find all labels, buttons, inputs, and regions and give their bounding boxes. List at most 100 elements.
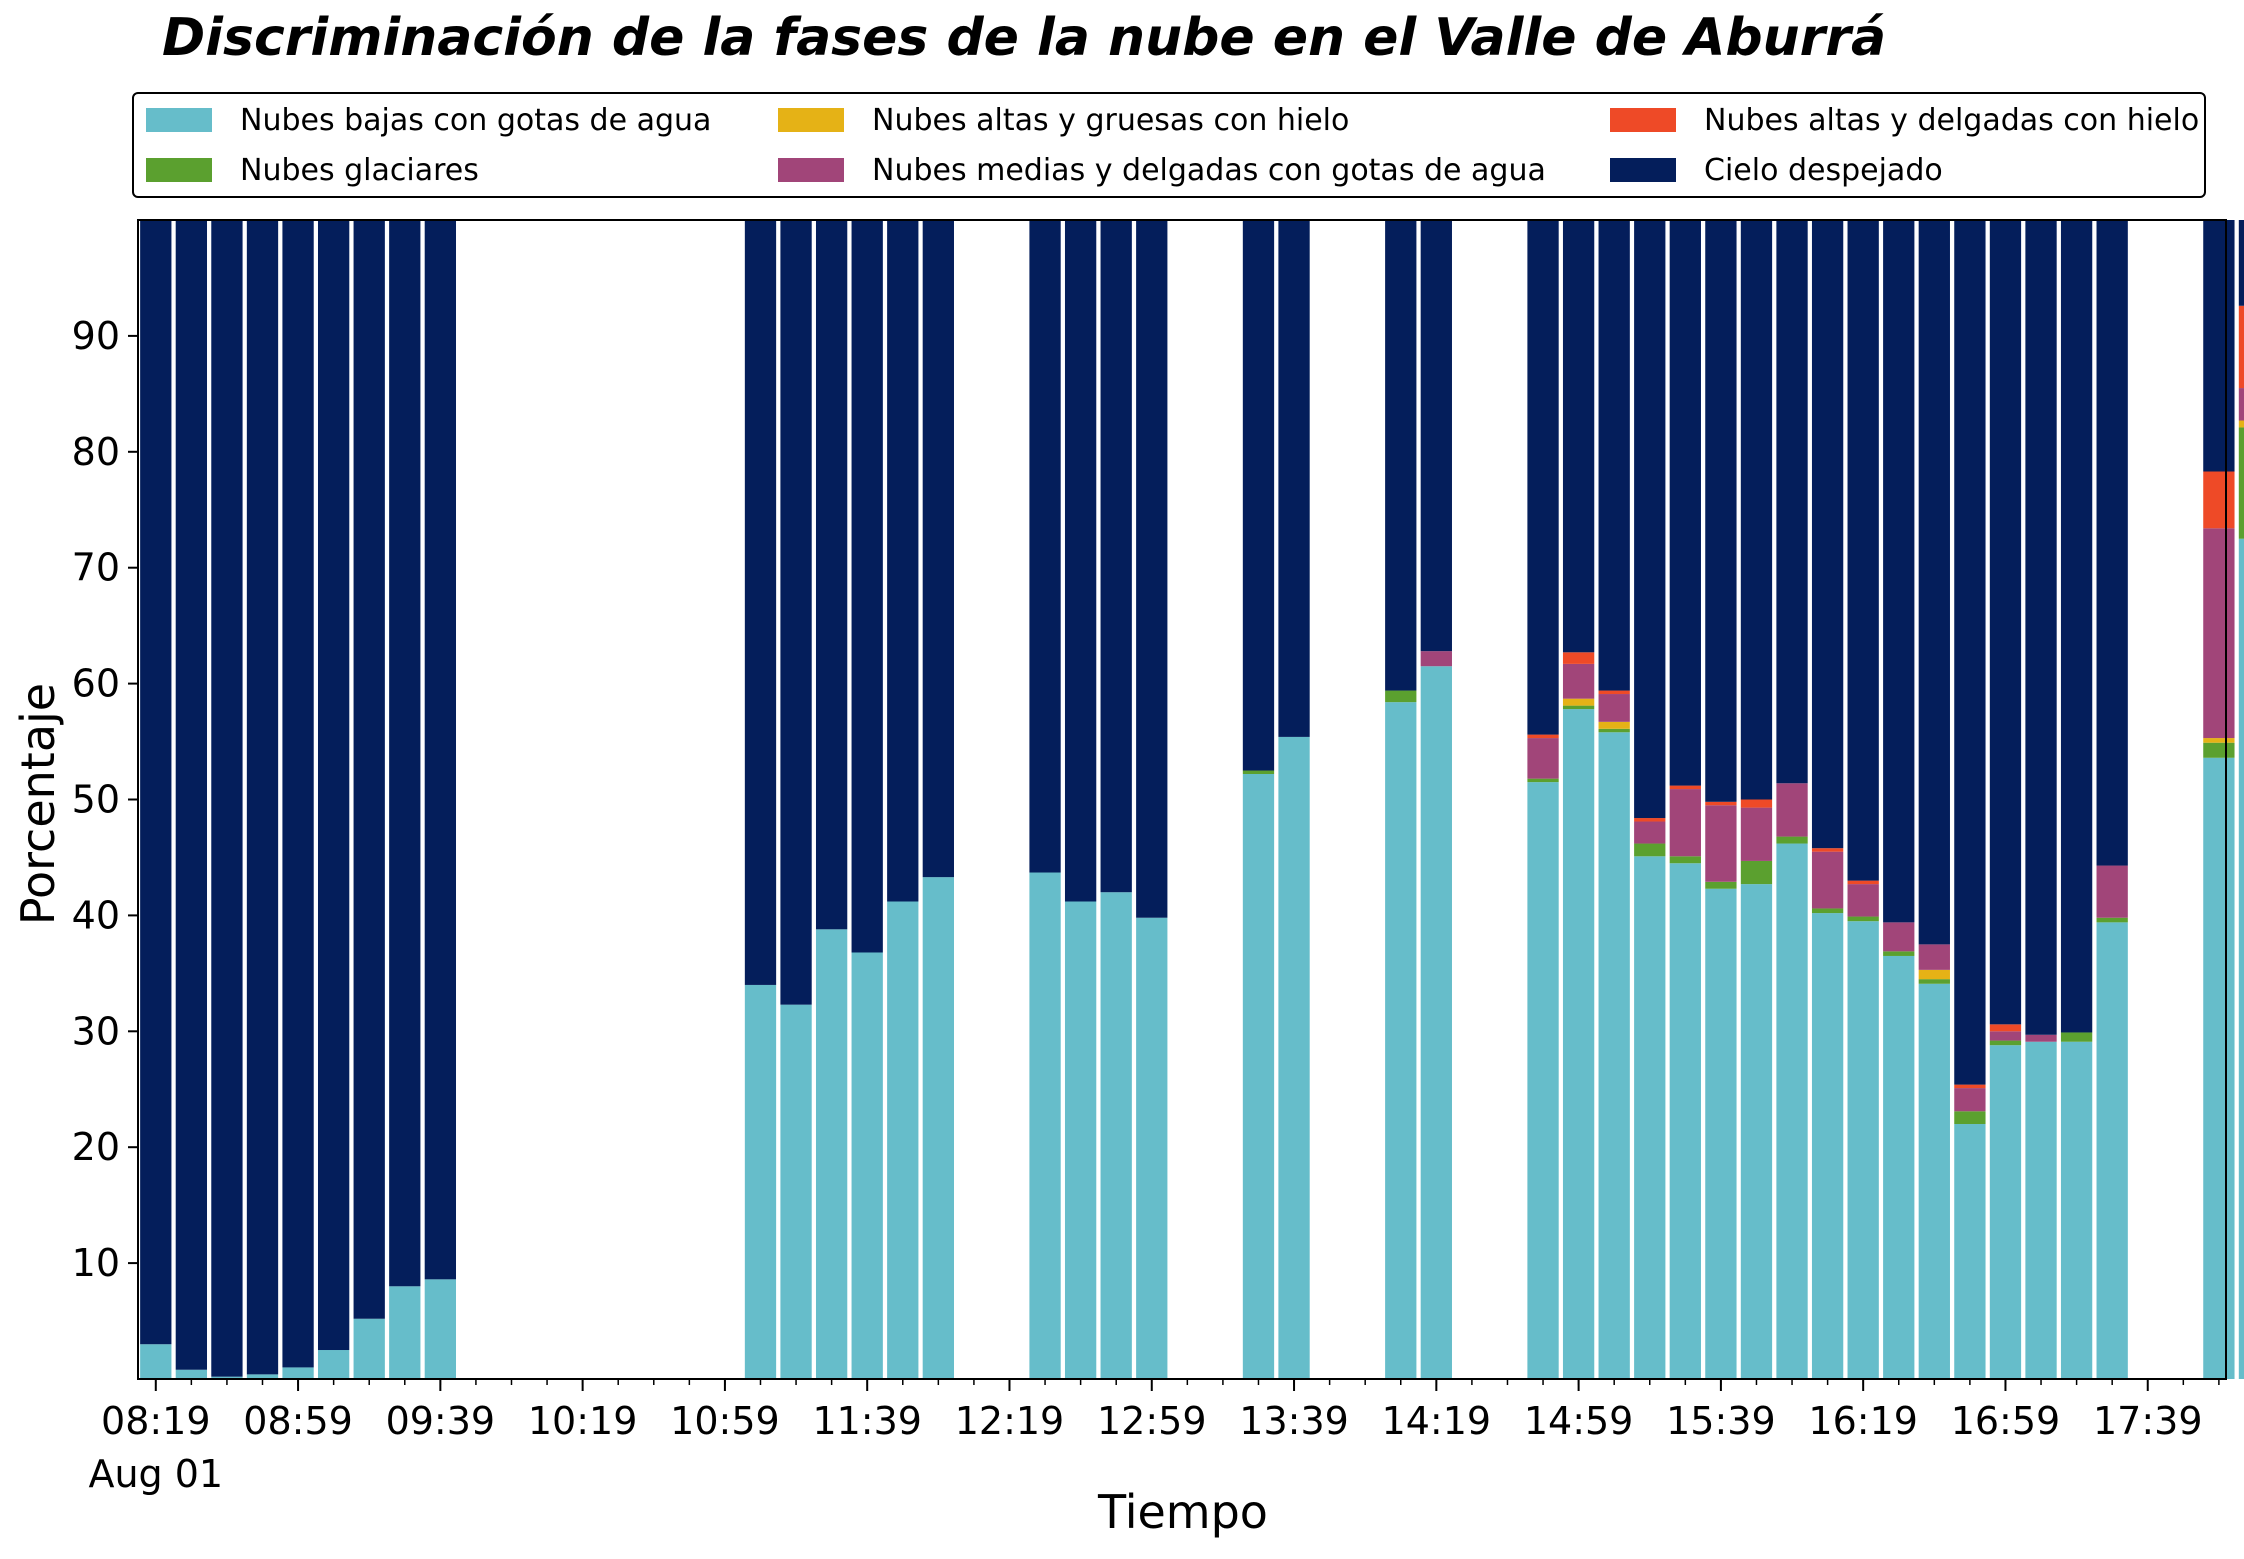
chart-title: Discriminación de la fases de la nube en… — [162, 8, 1887, 68]
bar-segment — [1562, 698, 1595, 706]
bar-segment — [1811, 851, 1844, 909]
bar-segment — [1776, 843, 1808, 1379]
bar-segment — [389, 220, 421, 1287]
bar-segment — [1064, 220, 1097, 902]
bar-segment — [1562, 705, 1595, 710]
bar-segment — [1420, 666, 1452, 1379]
bar-segment — [175, 220, 208, 1370]
bar-segment — [317, 220, 350, 1351]
bar-segment — [424, 220, 457, 1280]
bar-segment — [1954, 1088, 1986, 1112]
bar-segment — [1634, 843, 1666, 857]
bar-segment — [1954, 220, 1986, 1085]
bar-segment — [1918, 220, 1950, 945]
bar-segment — [1847, 220, 1879, 881]
bar-segment — [175, 1369, 208, 1379]
bar-segment — [2238, 220, 2244, 306]
y-tick-label: 10 — [72, 1241, 120, 1285]
y-tick-label: 40 — [72, 893, 120, 937]
y-tick-label: 30 — [72, 1009, 120, 1053]
legend-label: Nubes glaciares — [240, 152, 479, 188]
legend-swatch — [1610, 158, 1676, 182]
x-tick-label: 17:39 — [2093, 1399, 2203, 1443]
bar-segment — [1527, 220, 1559, 735]
bar-segment — [1776, 220, 1808, 784]
bar-segment — [1740, 220, 1773, 800]
bar-segment — [887, 220, 919, 902]
bar-segment — [2025, 1034, 2057, 1042]
bar-segment — [1847, 880, 1879, 885]
bar-segment — [1918, 979, 1950, 984]
legend-label: Nubes altas y gruesas con hielo — [872, 102, 1350, 138]
x-date-label: Aug 01 — [88, 1452, 223, 1496]
bar-segment — [1669, 863, 1701, 1379]
bar-segment — [1385, 690, 1417, 703]
bar-segment — [1705, 801, 1737, 806]
bar-segment — [1242, 774, 1275, 1379]
bar-segment — [1527, 782, 1559, 1379]
bar-segment — [424, 1279, 457, 1379]
bar-segment — [211, 1376, 243, 1379]
bar-segment — [1562, 652, 1595, 664]
bar-segment — [1562, 220, 1595, 653]
bar-segment — [1989, 1040, 2022, 1046]
legend-swatch — [1610, 108, 1676, 132]
bar-segment — [2060, 220, 2093, 1033]
bar-segment — [744, 220, 777, 985]
legend-swatch — [778, 108, 844, 132]
bar-segment — [2238, 538, 2244, 1379]
bar-segment — [1918, 944, 1950, 970]
x-tick-label: 08:19 — [101, 1399, 211, 1443]
bar-segment — [1989, 220, 2022, 1025]
y-tick-label: 20 — [72, 1125, 120, 1169]
bar-segment — [1100, 220, 1132, 893]
bar-segment — [1598, 728, 1630, 733]
bar-segment — [140, 1344, 172, 1379]
bar-segment — [1669, 789, 1701, 857]
legend-label: Cielo despejado — [1704, 152, 1943, 188]
y-tick-label: 90 — [72, 314, 120, 358]
legend-swatch — [778, 158, 844, 182]
legend-item: Cielo despejado — [1610, 150, 1943, 190]
bar-segment — [1634, 821, 1666, 844]
y-tick-label: 70 — [72, 546, 120, 590]
legend-swatch — [146, 108, 212, 132]
bar-segment — [2203, 471, 2235, 529]
bar-segment — [1029, 872, 1061, 1379]
bar-segment — [1811, 913, 1844, 1379]
bar-segment — [1527, 738, 1559, 779]
bar-segment — [1420, 651, 1452, 667]
bar-segment — [1740, 860, 1773, 885]
bar-segment — [282, 1367, 314, 1379]
y-tick-label: 50 — [72, 778, 120, 822]
bar-segment — [1278, 220, 1310, 737]
bar-segment — [1562, 663, 1595, 699]
bar-segment — [1954, 1124, 1986, 1379]
bar-segment — [1598, 732, 1630, 1379]
bar-segment — [1242, 770, 1275, 775]
x-tick-label: 12:19 — [955, 1399, 1065, 1443]
bar-segment — [1740, 807, 1773, 861]
bar-segment — [389, 1286, 421, 1379]
x-tick-label: 14:59 — [1524, 1399, 1634, 1443]
x-tick-label: 13:39 — [1239, 1399, 1349, 1443]
bar-segment — [1385, 702, 1417, 1379]
bar-segment — [1385, 220, 1417, 691]
bar-segment — [1883, 955, 1915, 1379]
bar-segment — [1705, 805, 1737, 882]
bar-segment — [1811, 908, 1844, 914]
bar-segment — [1918, 983, 1950, 1379]
bar-segment — [1527, 778, 1559, 783]
bar-segment — [2203, 220, 2235, 472]
bar-segment — [1740, 884, 1773, 1379]
bar-segment — [1847, 921, 1879, 1379]
legend: Nubes bajas con gotas de agua Nubes glac… — [132, 92, 2206, 198]
bar-segment — [1278, 736, 1310, 1379]
bar-segment — [1100, 892, 1132, 1379]
bar-segment — [922, 220, 954, 878]
bar-segment — [2203, 528, 2235, 739]
legend-item: Nubes altas y gruesas con hielo — [778, 100, 1349, 140]
bar-segment — [2203, 757, 2235, 1379]
bar-segment — [2025, 220, 2057, 1035]
